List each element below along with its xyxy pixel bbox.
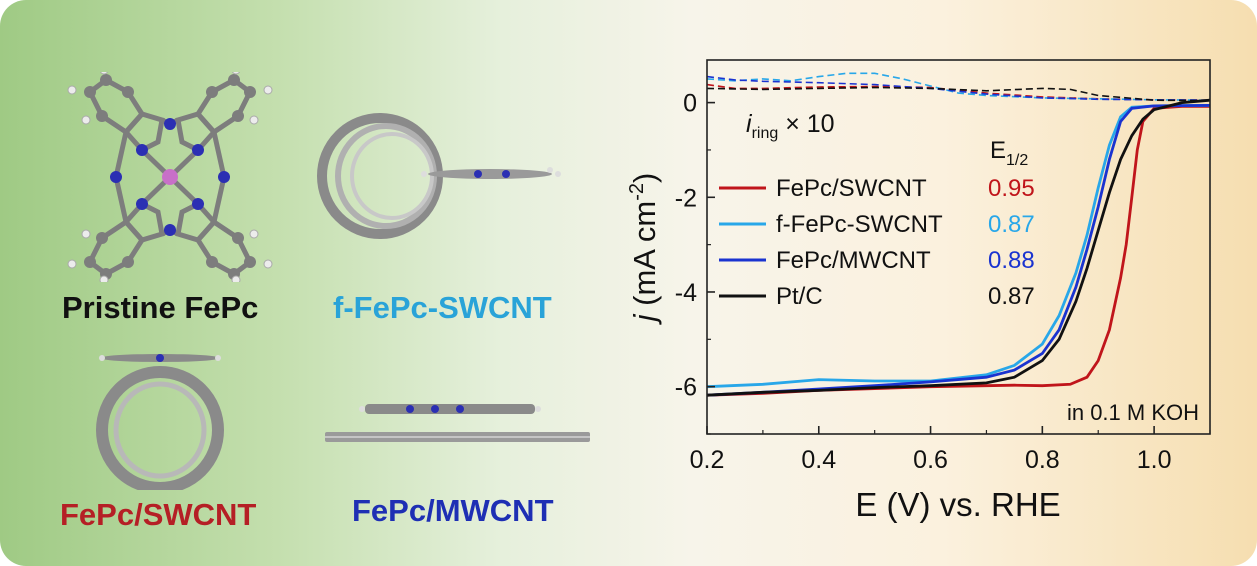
pristine-fepc-molecule: [67, 72, 273, 282]
ring-line-2: [706, 75, 1211, 101]
disk-line-3: [706, 98, 1211, 397]
legend-label-0: FePc/SWCNT: [776, 175, 927, 202]
ring-note: iring × 10: [746, 110, 835, 142]
legend-label-2: FePc/MWCNT: [776, 247, 931, 274]
e-half-value-0: 0.95: [988, 175, 1035, 202]
y-tick-label-3: -6: [675, 374, 697, 402]
disk-current-lines: [706, 98, 1211, 397]
label-pristine-fepc: Pristine FePc: [62, 290, 259, 325]
disk-line-1: [706, 104, 1211, 389]
legend-label-3: Pt/C: [776, 283, 823, 310]
ring-current-lines: [706, 72, 1211, 102]
y-axis-label: j (mA cm-2): [626, 173, 662, 326]
ring-line-1: [706, 72, 1211, 101]
plot-frame: [706, 59, 1211, 435]
y-tick-label-0: 0: [683, 90, 697, 118]
e-half-header: E1/2: [990, 137, 1028, 169]
y-tick-label-1: -2: [675, 184, 697, 212]
x-axis-label: E (V) vs. RHE: [855, 486, 1060, 523]
condition-label: in 0.1 M KOH: [1067, 400, 1199, 425]
ring-line-3: [706, 86, 1211, 102]
y-tick-label-2: -4: [675, 279, 697, 307]
disk-line-2: [706, 104, 1211, 397]
e-half-value-1: 0.87: [988, 211, 1035, 238]
e-half-value-2: 0.88: [988, 247, 1035, 274]
x-tick-label-2: 0.6: [913, 446, 948, 474]
x-tick-label-1: 0.4: [801, 446, 836, 474]
fepc-swcnt-structure: [96, 354, 224, 490]
label-fepc-swcnt: FePc/SWCNT: [60, 497, 257, 532]
x-tick-label-3: 0.8: [1025, 446, 1060, 474]
e-half-value-3: 0.87: [988, 283, 1035, 310]
fepc-mwcnt-structure: [325, 404, 590, 442]
axis-ticks: 0.2 0.4 0.6 0.8 1.0 0 -2 -4 -6: [675, 90, 1211, 474]
legend: FePc/SWCNT 0.95 f-FePc-SWCNT 0.87 FePc/MWCNT…: [719, 175, 1035, 310]
x-tick-label-0: 0.2: [690, 446, 725, 474]
f-fepc-swcnt-structure: [317, 113, 561, 239]
label-fepc-mwcnt: FePc/MWCNT: [352, 493, 554, 528]
legend-label-1: f-FePc-SWCNT: [776, 211, 943, 238]
x-tick-label-4: 1.0: [1137, 446, 1172, 474]
label-f-fepc-swcnt: f-FePc-SWCNT: [333, 290, 552, 325]
